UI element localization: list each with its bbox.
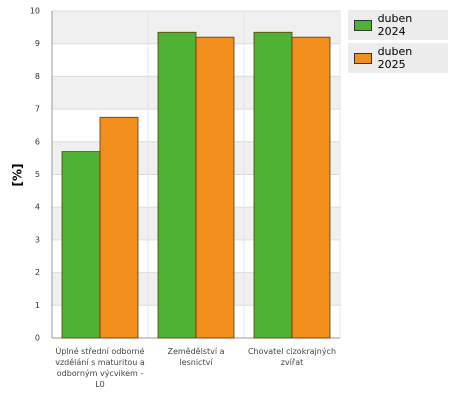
y-tick-label: 2 bbox=[35, 268, 40, 277]
legend: duben 2024 duben 2025 bbox=[348, 10, 448, 76]
y-tick-label: 4 bbox=[35, 203, 40, 212]
bar bbox=[291, 36, 331, 339]
y-tick-label: 10 bbox=[30, 7, 40, 16]
y-tick-label: 3 bbox=[35, 235, 40, 244]
bar bbox=[253, 31, 293, 339]
legend-label: duben 2024 bbox=[377, 12, 413, 38]
bar bbox=[61, 151, 101, 339]
bar bbox=[99, 116, 139, 339]
y-tick-label: 0 bbox=[35, 334, 40, 343]
x-tick-label: Zemědělství a lesnictví bbox=[167, 347, 225, 367]
legend-item: duben 2024 bbox=[348, 10, 448, 40]
y-tick-label: 5 bbox=[35, 170, 40, 179]
y-tick-label: 9 bbox=[35, 39, 40, 48]
y-tick-label: 7 bbox=[35, 105, 40, 114]
legend-item: duben 2025 bbox=[348, 43, 448, 73]
y-axis-label: [%] bbox=[11, 164, 25, 187]
x-tick-label: Úplné střední odborné vzdělání s maturit… bbox=[55, 347, 145, 389]
bar bbox=[157, 31, 197, 339]
y-tick-label: 1 bbox=[35, 301, 40, 310]
legend-swatch bbox=[354, 52, 372, 64]
y-tick-label: 8 bbox=[35, 72, 40, 81]
legend-swatch bbox=[354, 19, 372, 31]
bar bbox=[195, 36, 235, 339]
y-tick-label: 6 bbox=[35, 137, 40, 146]
x-tick-label: Chovatel cizokrajných zvířat bbox=[247, 347, 337, 367]
legend-label: duben 2025 bbox=[377, 45, 413, 71]
